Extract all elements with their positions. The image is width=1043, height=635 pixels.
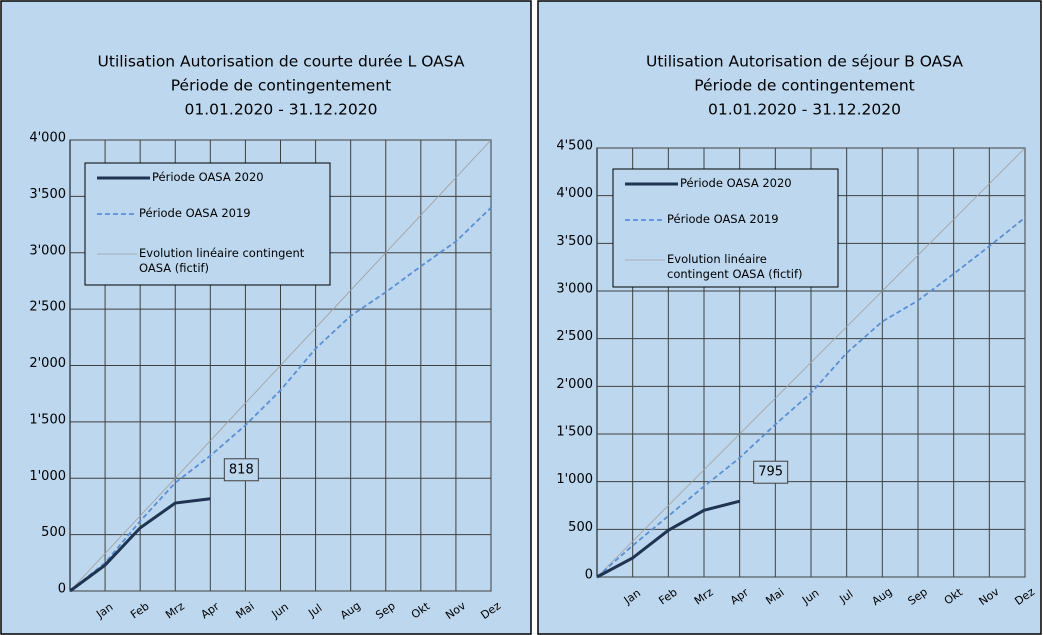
series-line bbox=[596, 216, 1026, 578]
y-tick-label: 2'500 bbox=[556, 329, 593, 344]
chart-title: 01.01.2020 - 31.12.2020 bbox=[185, 101, 378, 119]
y-tick-label: 2'000 bbox=[29, 356, 66, 371]
legend-item: Période OASA 2020 bbox=[152, 170, 264, 184]
y-tick-label: 3'000 bbox=[29, 243, 66, 258]
legend-label: Période OASA 2020 bbox=[152, 170, 264, 184]
series-line bbox=[69, 497, 211, 593]
legend-item: Période OASA 2020 bbox=[680, 176, 792, 190]
legend bbox=[84, 162, 331, 286]
y-tick-label: 2'500 bbox=[29, 300, 66, 315]
y-tick-label: 3'500 bbox=[556, 234, 593, 249]
y-tick-label: 1'000 bbox=[556, 472, 593, 487]
legend-label: Période OASA 2019 bbox=[667, 212, 779, 226]
legend-item: Période OASA 2019 bbox=[667, 212, 779, 226]
annotation-box bbox=[753, 460, 789, 484]
legend-item: Evolution linéaire contingent OASA (fict… bbox=[139, 246, 305, 275]
annotation: 818 bbox=[229, 462, 254, 477]
y-tick-label: 0 bbox=[585, 568, 593, 583]
chart-title: Utilisation Autorisation de séjour B OAS… bbox=[646, 53, 963, 71]
legend-item: Période OASA 2019 bbox=[139, 206, 251, 220]
y-tick-label: 1'500 bbox=[556, 425, 593, 440]
y-tick-label: 3'000 bbox=[556, 282, 593, 297]
y-tick-label: 4'000 bbox=[29, 131, 66, 146]
y-tick-label: 2'000 bbox=[556, 377, 593, 392]
series-line bbox=[596, 147, 1026, 578]
series-line bbox=[596, 499, 741, 579]
annotation-box bbox=[223, 458, 259, 482]
chart-title: 01.01.2020 - 31.12.2020 bbox=[708, 101, 901, 119]
annotation: 795 bbox=[758, 465, 783, 480]
y-tick-label: 4'000 bbox=[556, 186, 593, 201]
legend-label: Evolution linéaire contingent OASA (fict… bbox=[139, 246, 305, 275]
legend-label: Evolution linéaire contingent OASA (fict… bbox=[667, 252, 803, 281]
series-line bbox=[69, 207, 492, 592]
y-tick-label: 500 bbox=[568, 520, 593, 535]
legend bbox=[612, 168, 839, 288]
y-tick-label: 0 bbox=[58, 582, 66, 597]
legend-label: Période OASA 2020 bbox=[680, 176, 792, 190]
y-tick-label: 3'500 bbox=[29, 187, 66, 202]
chart-title: Période de contingentement bbox=[694, 77, 914, 95]
y-tick-label: 4'500 bbox=[556, 139, 593, 154]
chart-title: Période de contingentement bbox=[171, 77, 391, 95]
legend-label: Période OASA 2019 bbox=[139, 206, 251, 220]
y-tick-label: 1'500 bbox=[29, 412, 66, 427]
y-tick-label: 500 bbox=[41, 525, 66, 540]
chart-title: Utilisation Autorisation de courte durée… bbox=[98, 53, 465, 71]
y-tick-label: 1'000 bbox=[29, 469, 66, 484]
series-line bbox=[69, 139, 492, 592]
legend-item: Evolution linéaire contingent OASA (fict… bbox=[667, 252, 803, 281]
